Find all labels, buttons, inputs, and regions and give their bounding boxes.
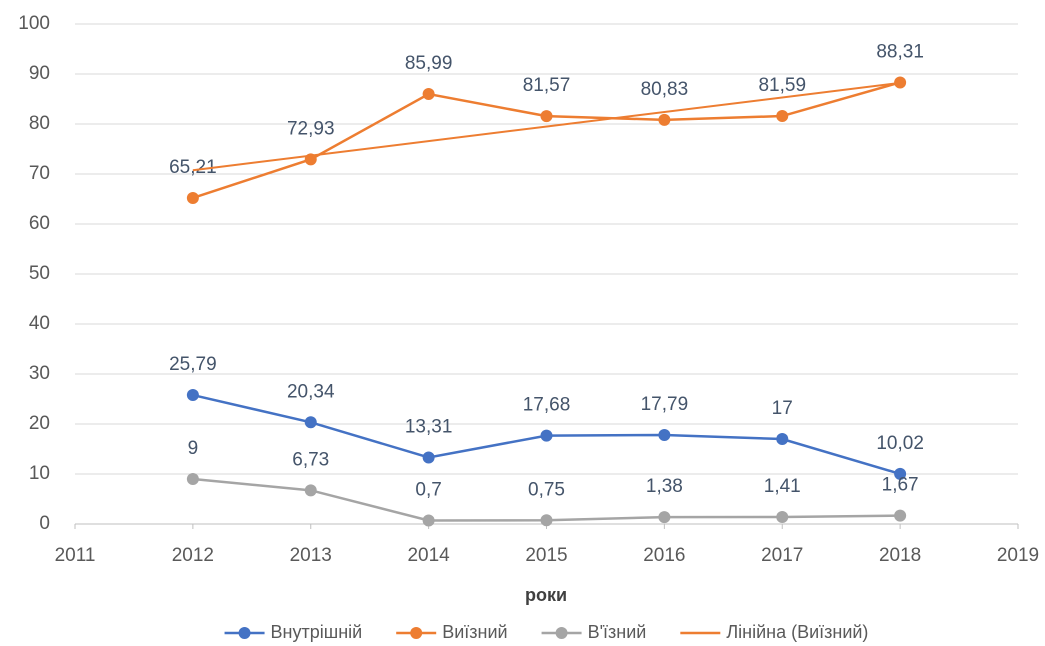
marker xyxy=(540,514,553,527)
marker xyxy=(894,467,907,480)
x-tick-label: 2012 xyxy=(172,545,214,566)
data-label: 65,21 xyxy=(169,157,217,178)
marker xyxy=(422,514,435,527)
data-label: 1,41 xyxy=(764,476,801,497)
data-label: 17,79 xyxy=(641,394,689,415)
y-tick-label: 70 xyxy=(29,163,50,184)
x-tick-label: 2019 xyxy=(997,545,1039,566)
x-tick-label: 2013 xyxy=(290,545,332,566)
x-axis-title: роки xyxy=(525,585,567,605)
marker xyxy=(540,429,553,442)
marker xyxy=(422,451,435,464)
data-label: 1,67 xyxy=(882,475,919,496)
marker xyxy=(658,511,671,524)
y-tick-label: 20 xyxy=(29,413,50,434)
legend-label: Лінійна (Виїзний) xyxy=(726,622,868,642)
data-label: 0,7 xyxy=(415,480,441,501)
data-label: 17,68 xyxy=(523,395,571,416)
x-tick-label: 2011 xyxy=(55,545,96,566)
marker xyxy=(304,416,317,429)
x-tick-label: 2016 xyxy=(643,545,685,566)
legend-label: Виїзний xyxy=(442,622,507,642)
data-label: 17 xyxy=(772,398,793,419)
data-label: 9 xyxy=(188,438,199,459)
legend-marker xyxy=(238,627,251,639)
data-label: 10,02 xyxy=(876,433,924,454)
marker xyxy=(186,389,199,402)
y-tick-label: 0 xyxy=(39,513,50,534)
y-tick-label: 40 xyxy=(29,313,50,334)
y-tick-label: 80 xyxy=(29,113,50,134)
y-tick-label: 90 xyxy=(29,63,50,84)
marker xyxy=(894,509,907,522)
y-tick-label: 30 xyxy=(29,363,50,384)
data-label: 6,73 xyxy=(292,449,329,470)
data-label: 25,79 xyxy=(169,354,217,375)
series-line xyxy=(192,81,901,200)
y-tick-label: 100 xyxy=(18,13,50,34)
x-tick-label: 2014 xyxy=(407,545,450,566)
marker xyxy=(540,110,553,123)
x-tick-label: 2017 xyxy=(761,545,803,566)
marker xyxy=(776,510,789,523)
y-tick-label: 10 xyxy=(29,463,50,484)
data-label: 20,34 xyxy=(287,381,335,402)
data-label: 80,83 xyxy=(641,79,689,100)
marker xyxy=(658,113,671,126)
x-tick-label: 2015 xyxy=(525,545,567,566)
marker xyxy=(186,473,199,485)
data-label: 81,57 xyxy=(523,75,571,96)
legend-marker xyxy=(555,627,568,639)
y-tick-label: 50 xyxy=(29,263,50,284)
x-tick-label: 2018 xyxy=(879,545,921,566)
trendline xyxy=(192,81,901,172)
y-tick-label: 60 xyxy=(29,213,50,234)
marker xyxy=(894,76,907,89)
marker xyxy=(776,433,789,445)
marker xyxy=(186,191,199,204)
data-label: 72,93 xyxy=(287,118,335,139)
marker xyxy=(658,429,671,442)
data-label: 85,99 xyxy=(405,53,453,74)
data-label: 88,31 xyxy=(876,41,924,62)
data-label: 81,59 xyxy=(758,75,806,96)
data-label: 1,38 xyxy=(646,476,683,497)
legend: Внутрішній Виїзний В'їзний Лінійна (Виїзний… xyxy=(224,622,868,642)
legend-label: Внутрішній xyxy=(271,622,363,642)
marker xyxy=(304,484,317,497)
data-label: 0,75 xyxy=(528,479,565,500)
legend-label: В'їзний xyxy=(588,622,647,642)
legend-marker xyxy=(410,627,423,639)
data-label: 13,31 xyxy=(405,416,453,437)
marker xyxy=(422,88,435,101)
marker xyxy=(776,110,789,123)
